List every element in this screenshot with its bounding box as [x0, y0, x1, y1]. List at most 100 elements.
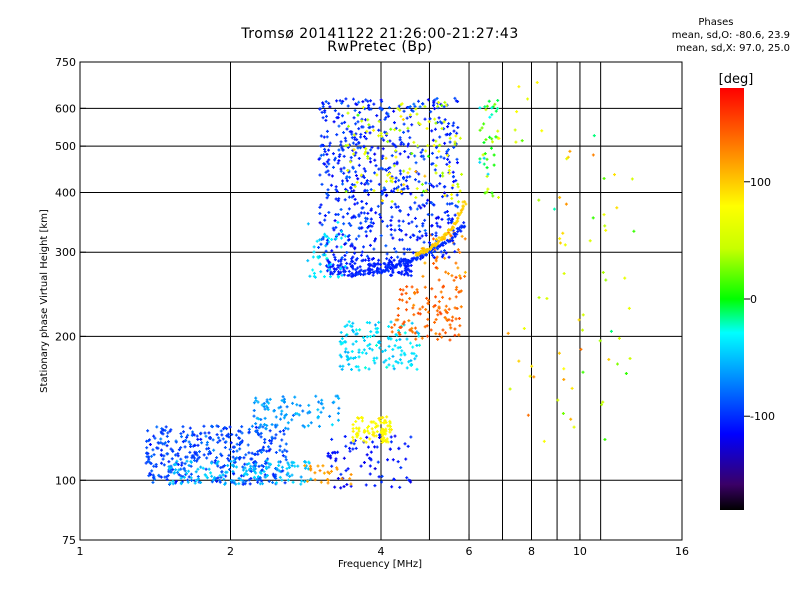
data-point: [159, 441, 163, 445]
y-tick-label: 300: [55, 246, 76, 259]
data-point: [409, 207, 413, 211]
data-point: [150, 454, 154, 458]
data-point: [335, 99, 339, 103]
data-point: [408, 297, 412, 301]
data-point: [356, 266, 360, 270]
data-point: [445, 232, 449, 236]
data-point: [237, 476, 241, 480]
data-point: [327, 236, 331, 240]
data-point: [364, 150, 368, 154]
data-point: [425, 296, 429, 300]
data-point: [425, 127, 429, 131]
data-point: [371, 221, 375, 225]
data-point: [227, 459, 231, 463]
data-point: [423, 218, 427, 222]
data-point: [271, 472, 275, 476]
data-point: [411, 251, 415, 255]
data-point: [406, 186, 410, 190]
data-point: [442, 185, 446, 189]
data-point: [382, 269, 386, 273]
data-point: [357, 226, 361, 230]
data-point: [230, 480, 234, 484]
data-point: [434, 146, 438, 150]
data-point: [343, 324, 347, 328]
data-point: [328, 268, 332, 272]
data-point: [323, 214, 327, 218]
data-point: [393, 128, 397, 132]
data-point: [344, 187, 348, 191]
data-point: [394, 155, 398, 159]
data-point: [369, 330, 373, 334]
data-point: [371, 440, 375, 444]
data-point: [379, 131, 383, 135]
data-point: [425, 201, 429, 205]
data-point: [601, 270, 605, 274]
data-point: [351, 328, 355, 332]
data-point: [398, 288, 402, 292]
data-point: [264, 404, 268, 408]
data-point: [320, 110, 324, 114]
data-point: [387, 363, 391, 367]
data-point: [284, 413, 288, 417]
data-point: [351, 447, 355, 451]
data-point: [306, 222, 310, 226]
data-point: [411, 233, 415, 237]
data-point: [448, 132, 452, 136]
data-point: [343, 120, 347, 124]
data-point: [364, 351, 368, 355]
data-point: [278, 444, 282, 448]
data-point: [349, 244, 353, 248]
data-point: [379, 234, 383, 238]
data-point: [357, 127, 361, 131]
data-point: [458, 274, 462, 278]
data-point: [456, 185, 460, 189]
data-point: [445, 209, 449, 213]
data-point: [333, 109, 337, 113]
data-point: [205, 447, 209, 451]
data-point: [263, 407, 267, 411]
data-point: [165, 477, 169, 481]
data-point: [153, 436, 157, 440]
data-point: [453, 333, 457, 337]
data-point: [373, 239, 377, 243]
data-point: [181, 440, 185, 444]
data-point: [485, 166, 489, 170]
data-point: [388, 176, 392, 180]
data-point: [369, 99, 373, 103]
data-point: [318, 212, 322, 216]
data-point: [443, 100, 447, 104]
data-point: [413, 105, 417, 109]
data-point: [349, 441, 353, 445]
data-point: [447, 239, 451, 243]
data-point: [260, 468, 264, 472]
data-point: [279, 470, 283, 474]
data-point: [205, 476, 209, 480]
data-point: [453, 250, 457, 254]
data-point: [441, 174, 445, 178]
data-point: [316, 408, 320, 412]
data-point: [272, 475, 276, 479]
data-point: [199, 431, 203, 435]
data-point: [431, 104, 435, 108]
data-point: [562, 367, 566, 371]
data-point: [338, 153, 342, 157]
data-point: [332, 253, 336, 257]
data-point: [227, 453, 231, 457]
data-point: [385, 437, 389, 441]
data-point: [609, 329, 613, 333]
data-point: [446, 157, 450, 161]
data-point: [375, 445, 379, 449]
data-point: [370, 224, 374, 228]
data-point: [146, 429, 150, 433]
data-point: [148, 443, 152, 447]
data-point: [441, 171, 445, 175]
data-point: [341, 215, 345, 219]
data-point: [374, 211, 378, 215]
data-point: [324, 249, 328, 253]
data-point: [419, 206, 423, 210]
y-tick-label: 75: [62, 534, 76, 547]
data-point: [354, 151, 358, 155]
data-point: [438, 225, 442, 229]
data-point: [357, 270, 361, 274]
data-point: [323, 147, 327, 151]
